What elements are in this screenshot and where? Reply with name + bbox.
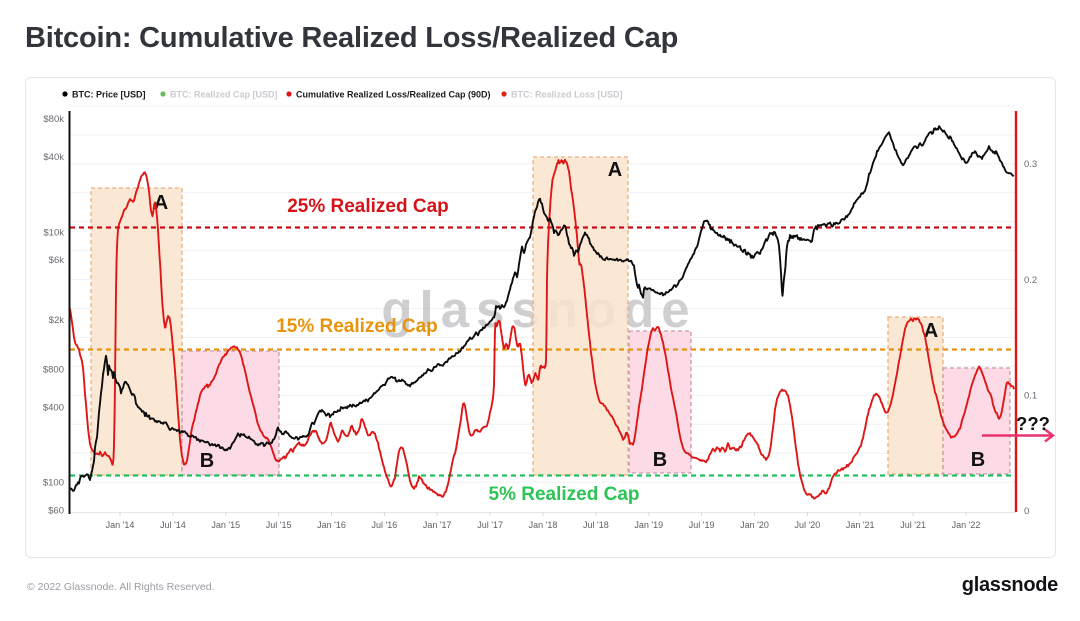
svg-text:BTC: Realized Loss [USD]: BTC: Realized Loss [USD] bbox=[511, 89, 623, 99]
svg-text:A: A bbox=[924, 320, 938, 342]
svg-text:Jan '22: Jan '22 bbox=[952, 520, 981, 530]
svg-text:Jan '14: Jan '14 bbox=[106, 520, 135, 530]
svg-text:15% Realized Cap: 15% Realized Cap bbox=[276, 316, 438, 337]
svg-text:0: 0 bbox=[1024, 506, 1029, 517]
svg-text:0.1: 0.1 bbox=[1024, 391, 1037, 402]
svg-text:B: B bbox=[653, 449, 667, 471]
svg-text:???: ??? bbox=[1016, 413, 1050, 434]
svg-text:Jul '18: Jul '18 bbox=[583, 520, 609, 530]
svg-text:Jan '21: Jan '21 bbox=[846, 520, 875, 530]
svg-text:Jan '20: Jan '20 bbox=[740, 520, 769, 530]
svg-text:Jan '19: Jan '19 bbox=[634, 520, 663, 530]
svg-text:Jul '19: Jul '19 bbox=[689, 520, 715, 530]
svg-text:Jan '18: Jan '18 bbox=[529, 520, 558, 530]
svg-text:5% Realized Cap: 5% Realized Cap bbox=[489, 484, 640, 505]
svg-text:$2k: $2k bbox=[49, 315, 65, 326]
svg-text:$100: $100 bbox=[43, 478, 64, 489]
svg-text:B: B bbox=[971, 449, 985, 471]
svg-text:Jul '16: Jul '16 bbox=[372, 520, 398, 530]
svg-text:$6k: $6k bbox=[49, 255, 65, 266]
svg-text:B: B bbox=[200, 450, 214, 472]
svg-text:$10k: $10k bbox=[43, 227, 64, 238]
svg-text:$40k: $40k bbox=[43, 152, 64, 163]
svg-text:A: A bbox=[154, 192, 168, 214]
svg-text:Jan '16: Jan '16 bbox=[317, 520, 346, 530]
svg-text:$800: $800 bbox=[43, 365, 64, 376]
svg-text:$60: $60 bbox=[48, 505, 64, 516]
svg-text:BTC: Realized Cap [USD]: BTC: Realized Cap [USD] bbox=[170, 89, 278, 99]
svg-text:$400: $400 bbox=[43, 402, 64, 413]
svg-text:25% Realized Cap: 25% Realized Cap bbox=[287, 196, 449, 217]
svg-text:A: A bbox=[608, 159, 622, 181]
svg-text:Jul '17: Jul '17 bbox=[477, 520, 503, 530]
svg-text:Jul '21: Jul '21 bbox=[900, 520, 926, 530]
svg-text:Jul '20: Jul '20 bbox=[795, 520, 821, 530]
svg-text:Jan '15: Jan '15 bbox=[211, 520, 240, 530]
svg-text:$80k: $80k bbox=[43, 114, 64, 125]
svg-text:Jul '14: Jul '14 bbox=[160, 520, 186, 530]
svg-text:Jan '17: Jan '17 bbox=[423, 520, 452, 530]
svg-text:0.2: 0.2 bbox=[1024, 275, 1037, 286]
svg-text:0.3: 0.3 bbox=[1024, 159, 1037, 170]
svg-text:Cumulative Realized Loss/Reali: Cumulative Realized Loss/Realized Cap (9… bbox=[296, 89, 491, 99]
svg-text:BTC: Price [USD]: BTC: Price [USD] bbox=[72, 89, 146, 99]
svg-text:Jul '15: Jul '15 bbox=[266, 520, 292, 530]
